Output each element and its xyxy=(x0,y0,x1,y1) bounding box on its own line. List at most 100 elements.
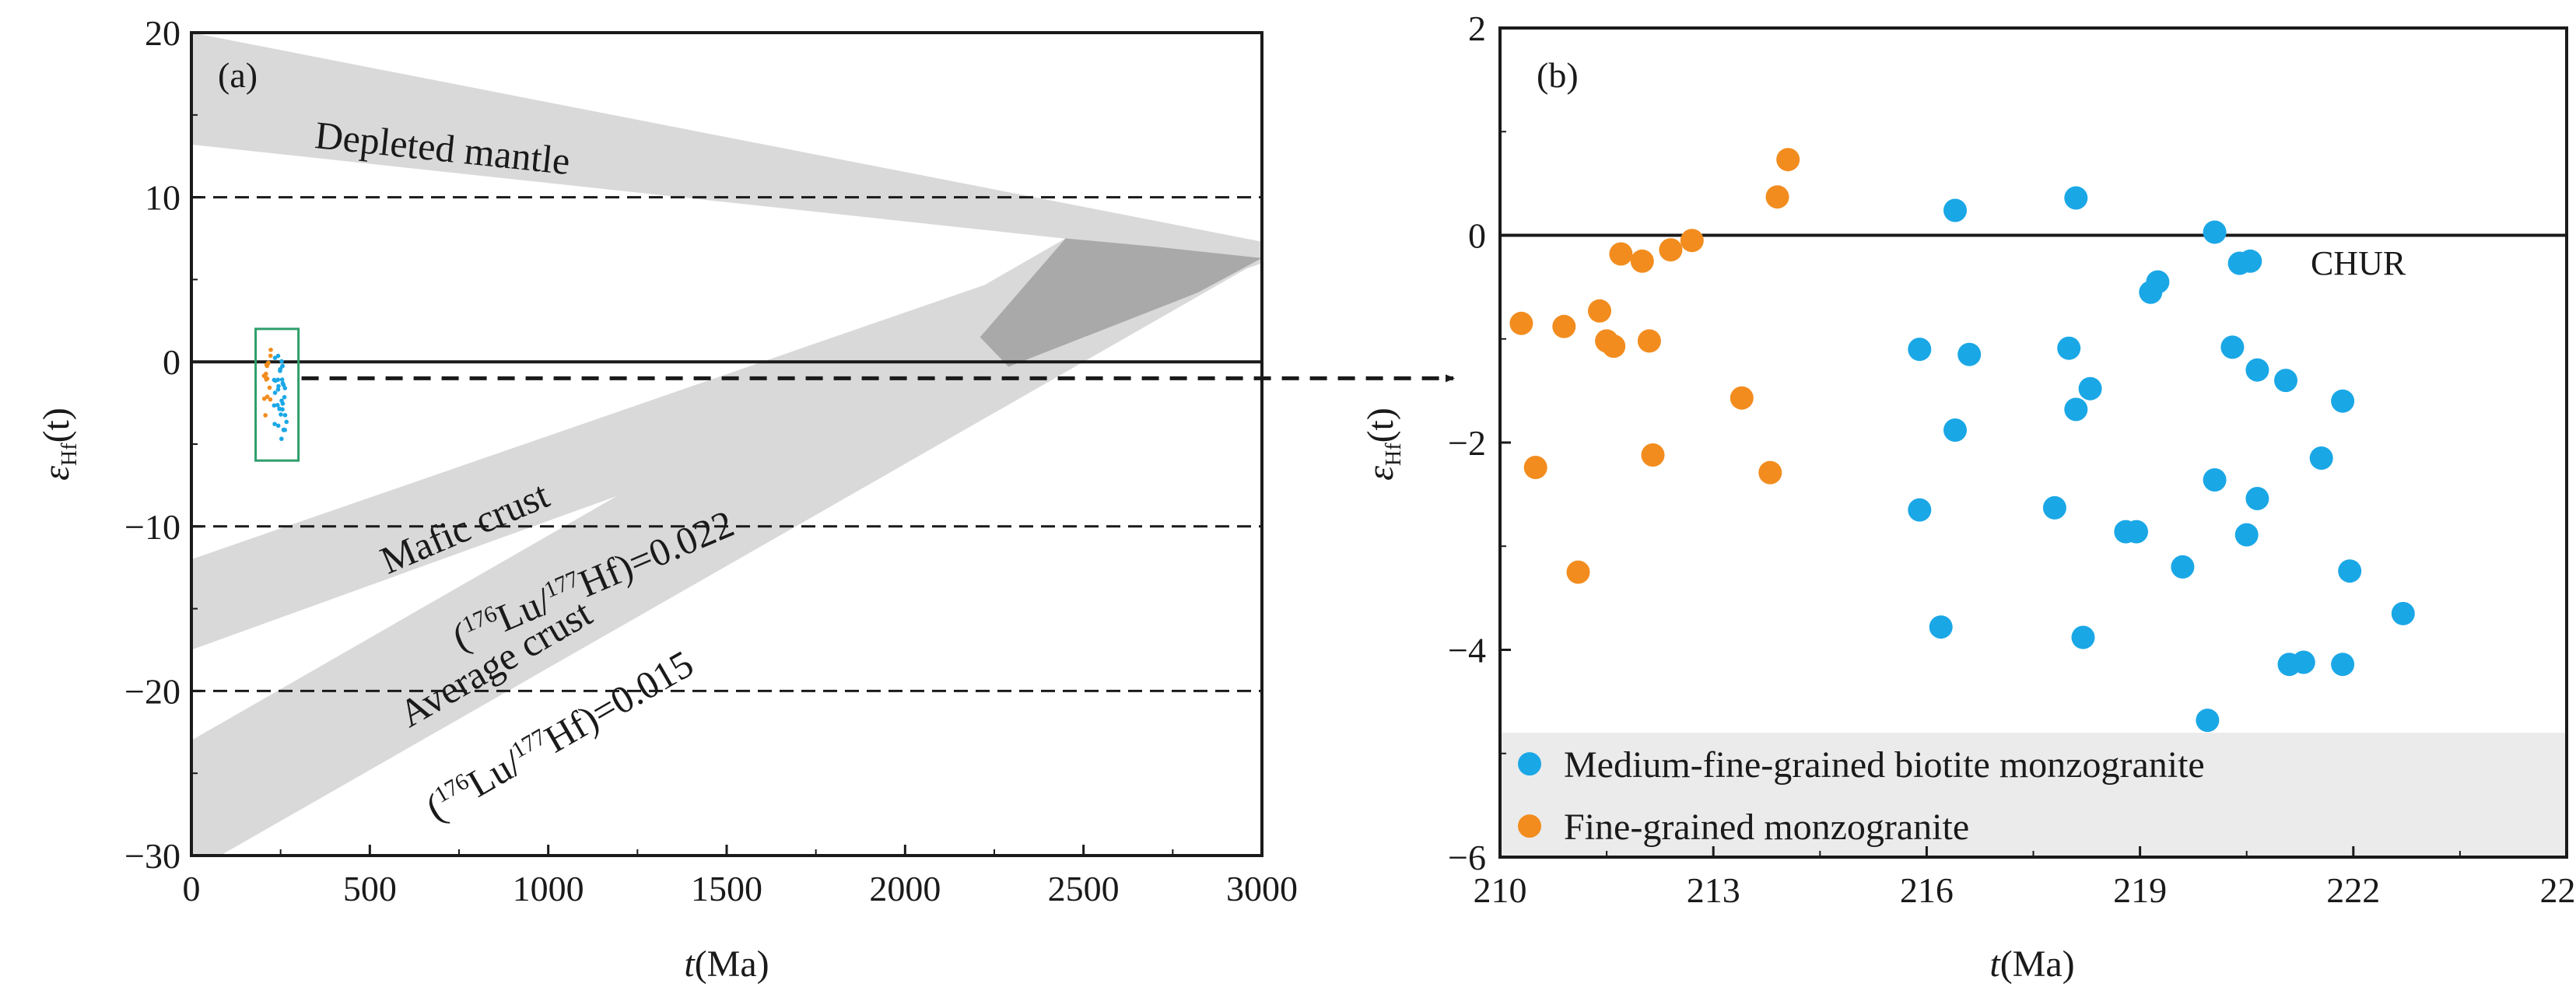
legend-label: Medium-fine-grained biotite monzogranite xyxy=(1564,744,2205,786)
panel-a-y-axis: 20 10 0 −10 −20 −30 xyxy=(124,13,202,876)
point-fine-grained-monzogranite xyxy=(1552,314,1576,338)
inset-point xyxy=(282,412,288,418)
point-biotite-monzogranite xyxy=(1943,198,1967,222)
point-biotite-monzogranite xyxy=(2203,468,2227,492)
inset-point xyxy=(275,387,281,392)
panel-a-y-axis-title-arg: (t) xyxy=(36,408,77,443)
panel-a-reference-lines xyxy=(191,196,1262,692)
inset-point xyxy=(268,397,273,402)
inset-point xyxy=(266,360,271,366)
inset-point xyxy=(272,403,277,408)
panel-b-x-axis: 210 213 216 219 222 225 xyxy=(1474,846,2576,910)
y-tick-label: −4 xyxy=(1448,631,1486,670)
point-fine-grained-monzogranite xyxy=(1566,560,1590,584)
inset-point xyxy=(272,422,277,426)
inset-point xyxy=(275,353,281,359)
inset-point xyxy=(280,363,286,369)
point-biotite-monzogranite xyxy=(2146,270,2170,294)
inset-point xyxy=(276,383,281,389)
point-fine-grained-monzogranite xyxy=(1637,329,1661,353)
panel-a-y-axis-title-symbol: ε xyxy=(36,466,77,481)
panel-a-x-axis: 0 500 1000 1500 2000 2500 3000 xyxy=(183,845,1298,908)
inset-point xyxy=(267,385,272,390)
point-biotite-monzogranite xyxy=(2338,559,2362,583)
inset-point xyxy=(281,383,286,387)
inset-box xyxy=(254,327,300,462)
inset-point xyxy=(279,377,285,382)
point-biotite-monzogranite xyxy=(2078,376,2102,401)
panel-a-x-axis-title: t(Ma) xyxy=(684,943,769,985)
legend-label: Fine-grained monzogranite xyxy=(1564,807,1969,848)
point-biotite-monzogranite xyxy=(2064,186,2088,210)
x-tick-label: 2000 xyxy=(869,869,941,908)
point-biotite-monzogranite xyxy=(2245,358,2269,382)
inset-point xyxy=(272,390,278,395)
panel-a-label: (a) xyxy=(218,55,258,95)
inset-point xyxy=(272,355,278,360)
point-fine-grained-monzogranite xyxy=(1523,456,1547,479)
x-tick-label: 1500 xyxy=(691,869,762,908)
x-tick-label: 219 xyxy=(2113,870,2167,910)
panel-a-y-axis-title-sub: Hf xyxy=(58,443,82,466)
y-tick-label: 2 xyxy=(1468,9,1486,48)
point-biotite-monzogranite xyxy=(2171,555,2195,579)
panel-b-label: (b) xyxy=(1537,55,1579,95)
point-biotite-monzogranite xyxy=(2238,249,2262,273)
point-fine-grained-monzogranite xyxy=(1602,334,1626,359)
point-fine-grained-monzogranite xyxy=(1765,185,1789,209)
point-biotite-monzogranite xyxy=(1908,498,1932,522)
panel-a-inset xyxy=(254,327,300,462)
panel-b-points xyxy=(1509,148,2415,733)
panel-a-evolution-bands xyxy=(191,33,1262,856)
point-biotite-monzogranite xyxy=(2291,650,2315,674)
x-tick-label: 2500 xyxy=(1048,869,1120,908)
band-depleted-mantle xyxy=(191,33,1262,260)
point-biotite-monzogranite xyxy=(2220,335,2245,359)
x-tick-label: 213 xyxy=(1687,870,1740,910)
x-tick-label: 222 xyxy=(2326,870,2380,910)
panel-b-x-axis-title-unit: (Ma) xyxy=(2000,943,2075,985)
chur-label: CHUR xyxy=(2311,244,2406,282)
inset-point xyxy=(279,359,284,364)
x-tick-label: 0 xyxy=(183,869,201,908)
point-biotite-monzogranite xyxy=(2274,369,2297,393)
point-fine-grained-monzogranite xyxy=(1776,148,1800,172)
point-biotite-monzogranite xyxy=(2064,397,2088,422)
point-fine-grained-monzogranite xyxy=(1680,229,1704,253)
point-fine-grained-monzogranite xyxy=(1588,299,1611,323)
inset-point xyxy=(265,394,270,399)
y-tick-label: −6 xyxy=(1448,838,1486,877)
y-tick-label: −30 xyxy=(124,836,180,876)
inset-point xyxy=(279,412,283,417)
inset-point xyxy=(265,376,270,381)
point-fine-grained-monzogranite xyxy=(1641,443,1665,467)
inset-point xyxy=(282,394,287,400)
panel-b-x-axis-title-var: t xyxy=(1989,943,2001,985)
inset-point xyxy=(284,419,289,425)
inset-point xyxy=(268,347,273,352)
point-biotite-monzogranite xyxy=(2331,653,2355,677)
band-overlap xyxy=(980,238,1262,367)
point-biotite-monzogranite xyxy=(1943,418,1967,442)
legend-background xyxy=(1500,733,2567,857)
point-biotite-monzogranite xyxy=(2309,446,2333,470)
inset-point xyxy=(268,353,273,359)
inset-point xyxy=(279,436,284,442)
y-tick-label: −10 xyxy=(124,507,180,547)
band-average-crust xyxy=(191,238,1262,856)
inset-point xyxy=(264,371,268,376)
inset-point xyxy=(282,386,288,390)
point-fine-grained-monzogranite xyxy=(1509,311,1533,335)
panel-b: 210 213 216 219 222 225 2 0 −2 −4 −6 Medium-fine-… xyxy=(1360,9,2576,985)
panel-a-y-axis-title: εHf(t) xyxy=(36,408,82,481)
x-tick-label: 1000 xyxy=(513,869,584,908)
y-tick-label: 10 xyxy=(145,178,180,218)
legend: Medium-fine-grained biotite monzogranite… xyxy=(1518,744,2205,848)
point-biotite-monzogranite xyxy=(2234,523,2259,547)
inset-point xyxy=(263,413,268,418)
y-tick-label: −2 xyxy=(1448,423,1486,463)
x-tick-label: 216 xyxy=(1900,870,1954,910)
panel-a-x-axis-title-var: t xyxy=(684,943,696,985)
